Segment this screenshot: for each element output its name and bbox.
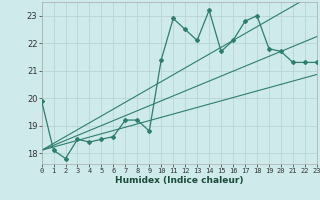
X-axis label: Humidex (Indice chaleur): Humidex (Indice chaleur) [115,176,244,185]
